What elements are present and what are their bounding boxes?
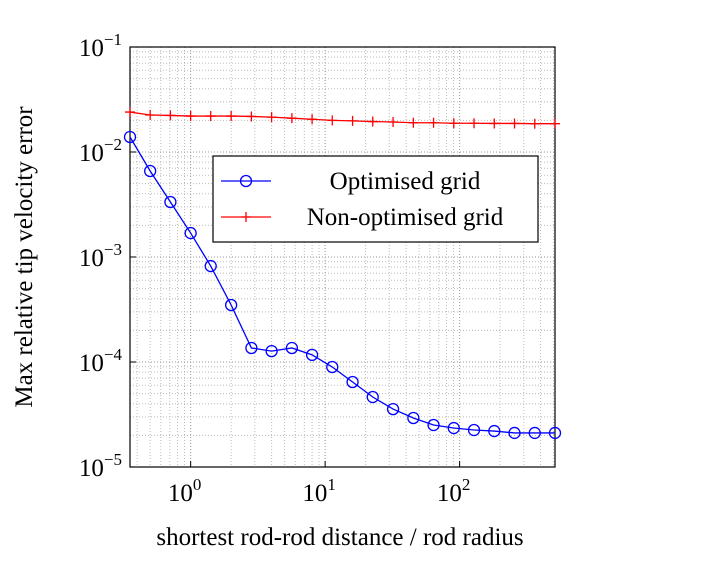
marker: [144, 164, 157, 178]
marker: [307, 114, 318, 125]
marker: [184, 226, 197, 240]
marker: [266, 112, 277, 123]
x-tick-label: 100: [168, 475, 202, 507]
marker: [488, 424, 501, 438]
x-tick-label: 102: [437, 475, 471, 507]
legend-marker: [239, 174, 253, 188]
plot-frame: [129, 46, 556, 468]
tick-base: 10: [79, 140, 104, 167]
marker: [467, 423, 481, 437]
marker: [305, 348, 319, 361]
marker: [204, 259, 217, 273]
marker: [226, 111, 237, 122]
tick-base: 10: [79, 350, 104, 377]
tick-base: 10: [79, 245, 104, 272]
marker: [125, 107, 135, 118]
marker: [528, 426, 541, 440]
tick-exponent: −3: [104, 240, 122, 259]
marker: [427, 418, 440, 432]
tick-exponent: −2: [104, 135, 122, 154]
marker: [246, 111, 257, 122]
legend-marker: [241, 212, 251, 222]
marker: [165, 110, 176, 121]
series-line: [129, 136, 555, 434]
tick-base: 10: [437, 480, 462, 507]
tick-base: 10: [79, 35, 104, 62]
marker: [386, 402, 400, 416]
marker: [185, 111, 196, 122]
tick-base: 10: [302, 480, 327, 507]
marker: [286, 113, 297, 124]
marker: [489, 118, 500, 129]
marker: [366, 390, 379, 404]
marker: [447, 421, 460, 435]
series-line: [129, 111, 555, 125]
marker: [428, 117, 439, 128]
y-tick-label: 10−4: [79, 345, 123, 377]
marker: [347, 115, 358, 126]
legend-box: [212, 155, 539, 243]
y-tick-label: 10−5: [79, 450, 122, 482]
legend-label: Optimised grid: [330, 168, 481, 195]
marker: [367, 116, 378, 127]
marker: [123, 130, 137, 144]
x-axis-label: shortest rod-rod distance / rod radius: [156, 524, 523, 551]
y-tick-label: 10−2: [79, 135, 122, 167]
marker: [508, 426, 521, 440]
tick-exponent: −5: [104, 450, 122, 469]
marker: [548, 426, 562, 440]
marker: [245, 341, 258, 355]
marker: [327, 115, 338, 126]
marker: [388, 117, 399, 128]
tick-exponent: 1: [327, 475, 336, 494]
marker: [408, 117, 419, 128]
marker: [205, 111, 216, 122]
marker: [550, 118, 560, 129]
marker: [407, 411, 420, 425]
marker: [164, 195, 177, 209]
tick-base: 10: [79, 455, 104, 482]
y-tick-label: 10−3: [79, 240, 122, 272]
tick-exponent: −1: [104, 30, 122, 49]
y-axis-label: Max relative tip velocity error: [11, 106, 38, 408]
marker: [529, 118, 540, 129]
marker: [145, 110, 156, 121]
marker: [448, 118, 459, 129]
marker: [285, 341, 299, 355]
tick-exponent: −4: [104, 345, 123, 364]
marker: [346, 375, 359, 389]
marker: [326, 360, 339, 374]
marker: [224, 298, 238, 312]
tick-exponent: 2: [462, 475, 471, 494]
y-tick-label: 10−1: [79, 30, 122, 62]
tick-base: 10: [168, 480, 193, 507]
x-tick-label: 101: [302, 475, 336, 507]
marker: [265, 344, 278, 358]
tick-exponent: 0: [193, 475, 202, 494]
marker: [509, 118, 520, 129]
legend-label: Non-optimised grid: [307, 204, 504, 231]
marker: [469, 118, 480, 129]
